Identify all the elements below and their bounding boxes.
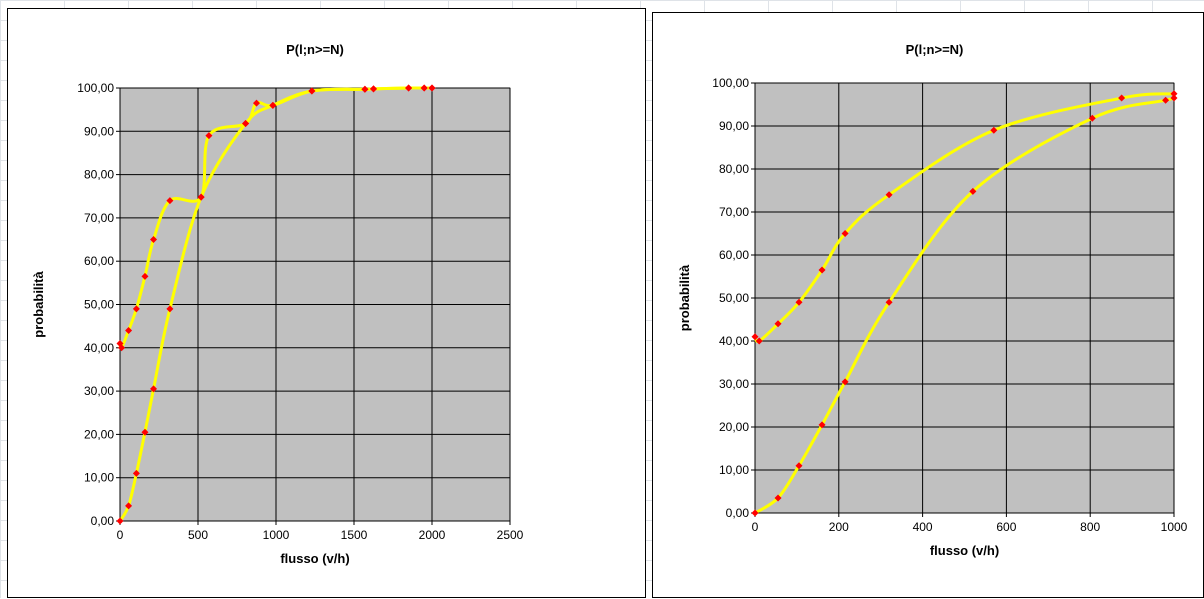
chart-right-x-tick-label: 400 — [913, 520, 933, 534]
chart-right-x-tick-label: 800 — [1080, 520, 1100, 534]
chart-right-series-1-point — [885, 191, 893, 199]
chart-left-series-2-point — [242, 120, 250, 128]
chart-left-y-tick-label: 20,00 — [84, 427, 114, 441]
chart-left-series-2-point — [197, 193, 205, 201]
chart-right-series-1-point — [841, 230, 849, 237]
chart-left-x-tick-label: 1500 — [341, 528, 368, 542]
chart-left-series-2-point — [141, 428, 149, 436]
chart-right-series-2-point — [774, 494, 782, 502]
chart-left-y-tick-label: 10,00 — [84, 471, 114, 485]
chart-left-x-tick-label: 2000 — [419, 528, 446, 542]
chart-left-x-tick-label: 1000 — [263, 528, 290, 542]
chart-right-series-2-point — [795, 462, 803, 470]
chart-right-x-tick-label: 1000 — [1161, 520, 1188, 534]
chart-left-series-2-point — [370, 85, 377, 93]
chart-left-x-tick-label: 2500 — [497, 528, 524, 542]
chart-left-series-2-point — [308, 87, 316, 95]
chart-right-series-2-line — [753, 96, 1176, 515]
chart-left-x-tick-label: 0 — [117, 528, 124, 542]
chart-right-series-1-point — [755, 337, 763, 345]
chart-left-series-1-point — [253, 99, 260, 107]
chart-right[interactable]: P(l;n>=N) 0,00 10,00 20,00 30,00 40,00 50,00 60… — [652, 12, 1204, 598]
chart-right-series-2-point — [818, 421, 826, 429]
chart-right-series-1-point — [795, 298, 803, 306]
chart-right-series-1-point — [1118, 94, 1126, 102]
chart-right-series-2-point — [1170, 94, 1178, 102]
chart-left-y-tick-label: 70,00 — [84, 211, 114, 225]
chart-left-series-1-point — [150, 236, 158, 244]
chart-right-x-tick-label: 0 — [752, 520, 759, 534]
chart-left-series-2-point — [116, 517, 124, 525]
chart-right-series-2-point — [841, 378, 849, 386]
chart-right-y-tick-label: 30,00 — [719, 377, 749, 391]
chart-right-series-1-point — [990, 126, 998, 134]
chart-right-y-tick-label: 20,00 — [719, 420, 749, 434]
chart-left-series-2-point — [428, 84, 436, 92]
chart-right-y-tick-label: 40,00 — [719, 334, 749, 348]
chart-right-x-tick-label: 600 — [996, 520, 1016, 534]
chart-left-y-tick-label: 40,00 — [84, 341, 114, 355]
chart-right-series-1-point — [818, 266, 826, 274]
chart-left-series-1-point — [125, 326, 133, 334]
chart-left-series-2-point — [125, 502, 133, 510]
chart-right-y-tick-label: 70,00 — [719, 205, 749, 219]
chart-right-series-2-point — [1088, 114, 1096, 122]
chart-left-series-1-point — [141, 272, 149, 280]
chart-right-series-1-point — [1170, 90, 1178, 98]
chart-left[interactable]: P(l;n>=N) 0,00 10,00 20,00 30,00 40,00 50,00 60… — [7, 8, 646, 598]
chart-left-title: P(l;n>=N) — [286, 42, 344, 57]
chart-right-series-2-point — [1162, 96, 1170, 104]
chart-right-y-axis-label: probabilità — [677, 264, 692, 331]
chart-right-x-axis-label: flusso (v/h) — [930, 543, 999, 558]
chart-right-y-tick-label: 50,00 — [719, 291, 749, 305]
chart-left-x-tick-label: 500 — [188, 528, 208, 542]
chart-left-series-2-point — [405, 84, 413, 92]
chart-left-series-2-point — [420, 84, 428, 92]
chart-right-series-2-point — [969, 187, 977, 195]
chart-left-y-axis-label: probabilità — [31, 271, 46, 338]
chart-left-y-tick-label: 30,00 — [84, 384, 114, 398]
chart-right-y-tick-label: 0,00 — [726, 506, 750, 520]
chart-right-x-tick-label: 200 — [829, 520, 849, 534]
chart-left-series-2-point — [361, 85, 369, 93]
chart-left-series-1-point — [118, 344, 126, 352]
chart-left-y-tick-label: 80,00 — [84, 168, 114, 182]
chart-left-svg: P(l;n>=N) 0,00 10,00 20,00 30,00 40,00 50,00 60… — [31, 42, 524, 566]
chart-right-y-tick-label: 10,00 — [719, 463, 749, 477]
chart-right-y-tick-label: 80,00 — [719, 162, 749, 176]
chart-left-y-tick-label: 90,00 — [84, 124, 114, 138]
chart-left-y-tick-label: 50,00 — [84, 298, 114, 312]
chart-right-series-2-point — [751, 509, 759, 517]
chart-left-series-2-point — [269, 101, 277, 109]
chart-right-y-tick-label: 100,00 — [712, 76, 749, 90]
chart-right-svg: P(l;n>=N) 0,00 10,00 20,00 30,00 40,00 50,00 60… — [677, 42, 1188, 558]
chart-left-series-2-line — [118, 86, 434, 523]
chart-left-y-tick-label: 60,00 — [84, 254, 114, 268]
chart-left-x-axis-label: flusso (v/h) — [280, 551, 349, 566]
chart-right-y-tick-label: 90,00 — [719, 119, 749, 133]
chart-left-series-1-point — [205, 132, 213, 140]
chart-right-title: P(l;n>=N) — [906, 42, 964, 57]
chart-left-series-2-point — [166, 305, 174, 313]
chart-right-series-1-point — [751, 333, 759, 341]
chart-right-y-tick-label: 60,00 — [719, 248, 749, 262]
chart-left-series-1-point — [166, 197, 174, 205]
chart-left-series-1-point — [132, 305, 140, 313]
chart-left-y-tick-label: 100,00 — [77, 81, 114, 95]
chart-left-series-2-point — [150, 385, 158, 393]
chart-right-series-2-point — [885, 298, 893, 306]
chart-right-series-1-point — [774, 320, 782, 328]
chart-left-series-2-point — [132, 469, 140, 477]
chart-left-y-tick-label: 0,00 — [91, 514, 115, 528]
